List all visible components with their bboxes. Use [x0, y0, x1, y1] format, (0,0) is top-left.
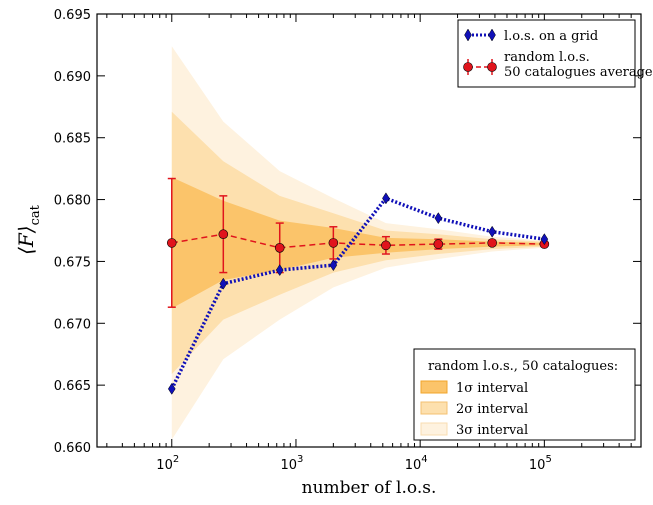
legend-band-2sigma-label: 2σ interval: [456, 402, 528, 417]
svg-text:⟨F⟩cat: ⟨F⟩cat: [14, 204, 43, 255]
y-tick-label: 0.675: [54, 255, 91, 270]
random-point: [274, 243, 285, 253]
random-series-layer: [166, 177, 550, 308]
legend-random-marker-left: [463, 62, 473, 72]
x-tick-label-base: 10: [405, 458, 422, 473]
y-axis-label: ⟨F⟩cat: [14, 204, 43, 255]
legend-random-label-line1: random l.o.s.: [504, 50, 590, 65]
legend-grid-marker-right: [488, 28, 496, 42]
grid-point: [167, 382, 176, 395]
grid-point: [488, 225, 496, 238]
x-tick-label-exponent: 4: [421, 454, 427, 465]
legend-band-1sigma-swatch: [420, 380, 448, 394]
x-axis-label: number of l.o.s.: [302, 478, 437, 498]
band-1sigma: [171, 177, 545, 309]
x-tick-label: 104: [405, 454, 428, 473]
grid-point: [219, 277, 228, 290]
random-point: [166, 238, 177, 248]
y-tick-label: 0.670: [54, 317, 91, 332]
plot-frame: [96, 13, 642, 448]
legend-top: l.o.s. on a grid random l.o.s. 50 catalo…: [457, 19, 653, 88]
y-tick-label: 0.685: [54, 132, 91, 147]
random-series-line: [171, 233, 545, 249]
y-tick-label: 0.690: [54, 70, 91, 85]
x-tick-label-base: 10: [529, 458, 546, 473]
y-tick-label: 0.680: [54, 194, 91, 209]
grid-point: [434, 212, 443, 225]
x-tick-label-exponent: 2: [173, 454, 179, 465]
x-tick-label-exponent: 3: [297, 454, 303, 465]
grid-series-line: [170, 196, 545, 390]
legend-band-1sigma-label: 1σ interval: [456, 381, 528, 396]
legend-bottom-title: random l.o.s., 50 catalogues:: [428, 359, 618, 374]
y-axis-label-main: ⟨F⟩: [14, 225, 38, 254]
legend-band-3sigma-label: 3σ interval: [456, 423, 528, 438]
grid-point: [382, 192, 390, 205]
y-tick-label: 0.665: [54, 379, 91, 394]
x-tick-label-base: 10: [156, 458, 173, 473]
y-tick-label: 0.695: [54, 8, 91, 23]
random-point: [433, 239, 444, 249]
random-point: [381, 240, 391, 251]
grid-series-layer: [167, 192, 549, 395]
x-tick-label: 105: [529, 454, 552, 473]
grid-point: [329, 259, 338, 272]
axis-ticks: 0.660 0.665 0.670 0.675 0.680 0.685 0.690 0.695…: [54, 8, 642, 473]
legend-band-3sigma-swatch: [420, 422, 448, 436]
y-tick-label: 0.660: [54, 441, 91, 456]
grid-point: [540, 233, 549, 246]
legend-grid-marker-left: [464, 28, 472, 42]
legend-grid-label: l.o.s. on a grid: [504, 29, 598, 44]
y-axis-label-sub: cat: [28, 204, 43, 225]
random-point: [487, 238, 497, 248]
legend-band-2sigma-swatch: [420, 401, 448, 415]
legend-bottom-frame: [413, 348, 636, 441]
x-tick-label: 102: [156, 454, 179, 473]
legend-random-label-line2: 50 catalogues average: [504, 65, 653, 80]
confidence-bands: [171, 46, 545, 440]
x-tick-label: 103: [281, 454, 304, 473]
legend-bottom: random l.o.s., 50 catalogues: 1σ interva…: [413, 348, 636, 441]
random-point: [328, 238, 339, 248]
grid-point: [275, 264, 284, 277]
x-tick-label-exponent: 5: [545, 454, 551, 465]
legend-random-marker-right: [487, 62, 497, 72]
x-tick-label-base: 10: [281, 458, 298, 473]
random-point: [218, 229, 229, 240]
legend-top-frame: [457, 19, 636, 88]
